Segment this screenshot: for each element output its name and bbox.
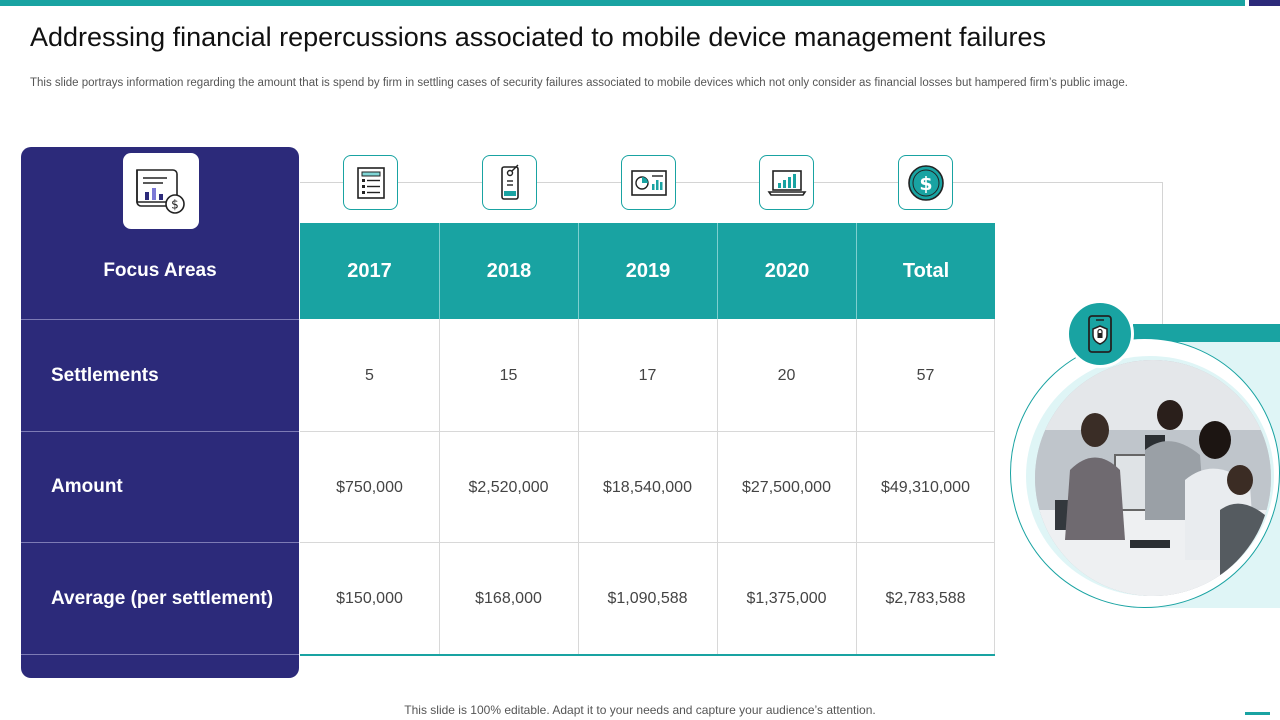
column-header-2017: 2017 (300, 223, 439, 319)
table-cell: 5 (365, 366, 374, 384)
table-cell: 15 (499, 366, 518, 384)
column-header-2018: 2018 (440, 223, 578, 319)
table-cell: $49,310,000 (881, 478, 970, 496)
row-divider (300, 431, 995, 432)
row-label-average: Average (per settlement) (51, 587, 274, 609)
svg-text:$: $ (919, 173, 932, 195)
row-divider (21, 542, 299, 543)
table-cell: $2,783,588 (885, 589, 966, 607)
table-cell: $150,000 (336, 589, 403, 607)
column-divider (717, 319, 718, 654)
table-cell: $2,520,000 (468, 478, 549, 496)
focus-areas-header: Focus Areas (103, 260, 217, 281)
document-list-icon (343, 155, 398, 210)
column-divider (856, 319, 857, 654)
table-cell: 57 (916, 366, 935, 384)
table-cell: $1,375,000 (746, 589, 827, 607)
connector-line-vertical (1162, 182, 1163, 324)
table-cell: 20 (777, 366, 796, 384)
column-divider (439, 319, 440, 654)
table-cell: $18,540,000 (603, 478, 692, 496)
column-divider (578, 319, 579, 654)
row-divider (21, 431, 299, 432)
table-cell: $750,000 (336, 478, 403, 496)
table-cell: $168,000 (475, 589, 542, 607)
row-label-settlements: Settlements (51, 364, 159, 386)
footer-note: This slide is 100% editable. Adapt it to… (404, 703, 876, 717)
row-label-amount: Amount (51, 476, 123, 497)
top-accent-bar-navy (1249, 0, 1280, 6)
financial-report-icon: $ (123, 153, 199, 229)
row-divider (21, 319, 299, 320)
table-cell: 17 (638, 366, 657, 384)
dashboard-chart-icon (621, 155, 676, 210)
footer-accent (1245, 712, 1270, 715)
column-header-2020: 2020 (718, 223, 856, 319)
laptop-chart-icon (759, 155, 814, 210)
row-divider (21, 654, 299, 655)
table-right-border (994, 319, 995, 654)
page-subtitle: This slide portrays information regardin… (30, 77, 1128, 89)
page-title: Addressing financial repercussions assoc… (30, 22, 1047, 52)
dollar-coin-icon: $ (898, 155, 953, 210)
table-cell: $1,090,588 (607, 589, 688, 607)
tag-device-icon (482, 155, 537, 210)
connector-line (300, 182, 1162, 183)
table-cell: $27,500,000 (742, 478, 831, 496)
mobile-security-icon (1066, 300, 1134, 368)
column-header-2019: 2019 (579, 223, 717, 319)
focus-areas-panel (21, 147, 299, 678)
decor-bar (1133, 324, 1280, 342)
svg-text:$: $ (171, 198, 179, 212)
row-divider (300, 542, 995, 543)
team-photo (1035, 360, 1271, 596)
top-accent-bar (0, 0, 1245, 6)
table-bottom-border (300, 654, 995, 656)
column-header-total: Total (857, 223, 995, 319)
